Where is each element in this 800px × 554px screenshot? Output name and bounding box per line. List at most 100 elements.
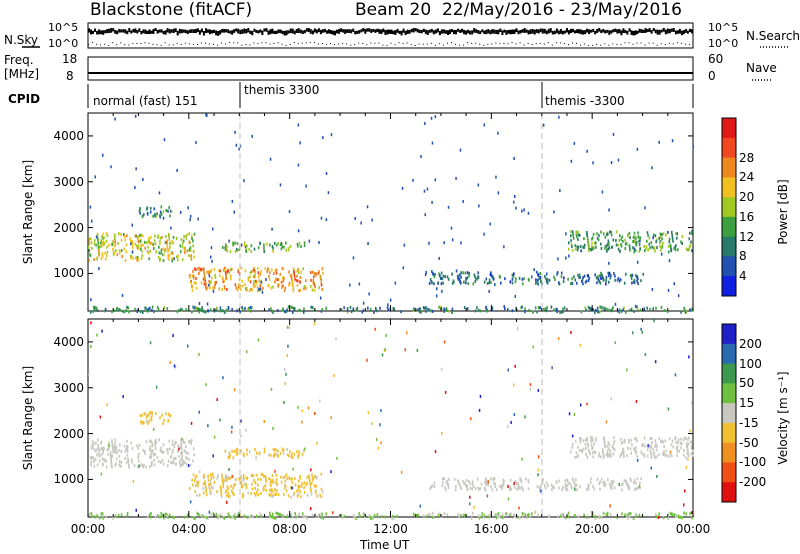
power-cell (279, 183, 282, 187)
power-cell (183, 235, 185, 238)
velocity-cell (576, 488, 578, 492)
velocity-colorbar-tick-label: -100 (739, 455, 767, 470)
nsearch-point (531, 44, 533, 46)
power-cell (474, 280, 477, 283)
nsky-point (287, 30, 290, 34)
power-cell (599, 310, 601, 314)
velocity-cell (96, 333, 98, 337)
power-cell (441, 277, 444, 281)
velocity-colorbar-swatch (722, 482, 736, 503)
velocity-cell (514, 364, 516, 368)
power-cell (536, 310, 538, 314)
power-cell (691, 307, 693, 311)
nsearch-point (559, 42, 561, 44)
velocity-cell (190, 442, 192, 446)
power-cell (299, 276, 302, 279)
power-cell (588, 249, 590, 253)
velocity-cell (558, 336, 560, 340)
power-cell (609, 276, 612, 280)
power-cell (168, 254, 171, 258)
power-cell (665, 233, 667, 237)
power-cell (560, 275, 563, 279)
velocity-cell (123, 444, 126, 448)
velocity-cell (98, 516, 101, 520)
power-cell (606, 308, 609, 312)
power-cell (283, 276, 285, 280)
nsky-point (217, 31, 220, 36)
nsky-point (257, 30, 260, 34)
velocity-cell (115, 457, 118, 461)
power-cell (583, 246, 585, 249)
power-cell (167, 249, 169, 253)
power-cell (572, 234, 575, 238)
power-cell (361, 310, 363, 314)
velocity-cell (321, 512, 324, 516)
velocity-cell (429, 512, 431, 516)
velocity-cell (224, 479, 226, 483)
nsky-point (342, 29, 345, 33)
velocity-cell (299, 490, 301, 494)
power-cell (158, 245, 160, 249)
power-cell (294, 277, 296, 281)
power-cell (596, 281, 598, 285)
velocity-cell (635, 446, 637, 450)
power-cell (149, 241, 151, 245)
power-cell (615, 239, 617, 242)
velocity-cell (574, 439, 577, 443)
power-cell (166, 246, 169, 250)
velocity-cell (181, 458, 184, 462)
power-cell (608, 308, 611, 312)
power-cell (240, 284, 242, 288)
power-cell (491, 306, 494, 310)
nsearch-point (229, 42, 231, 43)
power-cell (280, 241, 283, 245)
power-cell (139, 247, 142, 251)
power-cell (654, 249, 656, 253)
velocity-cell (155, 440, 158, 444)
power-cell (546, 281, 549, 285)
power-cell (658, 236, 660, 240)
power-cell (263, 250, 266, 254)
velocity-cell (286, 453, 289, 457)
nsky-point (432, 30, 435, 35)
power-cell (596, 306, 599, 310)
velocity-cell (336, 456, 338, 460)
velocity-cell (676, 450, 679, 454)
velocity-cell (149, 440, 152, 443)
power-cell (172, 241, 174, 245)
nsky-point (370, 29, 373, 33)
power-cell (238, 283, 240, 287)
velocity-cell (531, 512, 533, 516)
velocity-cell (362, 512, 365, 516)
power-cell (485, 277, 487, 281)
power-cell (203, 271, 205, 275)
power-cell (623, 281, 626, 285)
power-cell (477, 275, 479, 279)
velocity-cell (156, 455, 159, 459)
nsearch-point (362, 43, 364, 44)
nsearch-point (656, 44, 658, 46)
power-cell (371, 218, 373, 222)
nsearch-point (471, 42, 473, 44)
power-cell (226, 249, 228, 253)
power-cell (226, 245, 228, 249)
power-cell (169, 241, 172, 245)
power-cell (223, 267, 226, 270)
power-cell (660, 305, 663, 309)
velocity-cell (306, 493, 309, 497)
power-cell (281, 285, 283, 289)
velocity-cell (478, 516, 481, 520)
power-cell (565, 256, 567, 260)
velocity-cell (210, 485, 213, 489)
velocity-cell (197, 484, 199, 488)
power-cell (102, 153, 104, 157)
velocity-cell (600, 455, 602, 459)
power-cell (591, 241, 593, 245)
velocity-cell (96, 447, 99, 451)
velocity-cell (301, 409, 304, 413)
velocity-cell (633, 447, 635, 451)
freq-panel (87, 56, 772, 81)
velocity-cell (231, 425, 233, 429)
velocity-cell (170, 461, 172, 465)
